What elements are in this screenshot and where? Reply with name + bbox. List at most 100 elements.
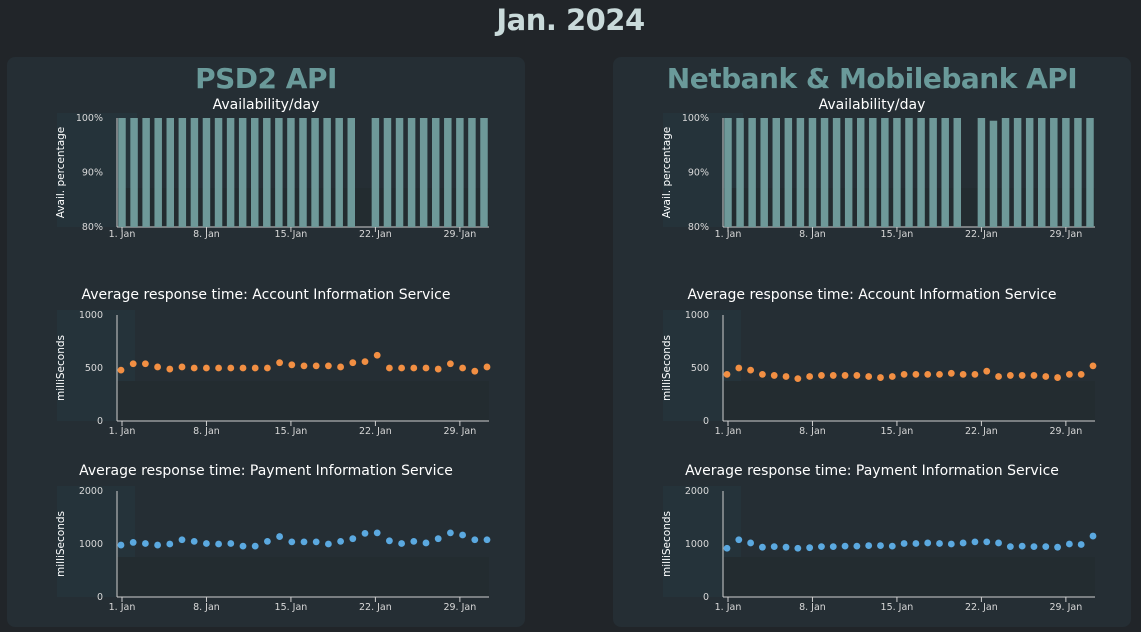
y-axis-label: milliSeconds: [55, 511, 67, 577]
data-point: [865, 373, 873, 380]
data-point: [782, 373, 790, 380]
data-point: [398, 540, 405, 547]
panel-psd2-api: PSD2 API Availability/day Avail. percenta…: [7, 57, 525, 627]
data-point: [239, 542, 247, 550]
data-point: [1089, 532, 1097, 540]
data-point: [829, 543, 837, 551]
y-axis-label: milliSeconds: [55, 335, 67, 401]
bar: [407, 118, 416, 227]
x-tick-label: 1. Jan: [109, 426, 136, 437]
data-point: [312, 538, 320, 546]
data-point: [971, 370, 979, 378]
bar: [250, 118, 259, 227]
data-point: [215, 364, 223, 372]
x-tick-label: 15. Jan: [881, 426, 914, 437]
data-point: [995, 539, 1002, 547]
bar: [869, 118, 877, 227]
x-tick-label: 29. Jan: [443, 602, 476, 613]
data-point: [853, 542, 861, 550]
data-point: [877, 542, 884, 549]
x-tick-label: 22. Jan: [359, 602, 392, 613]
bar: [832, 118, 841, 227]
bar: [371, 118, 380, 227]
data-point: [373, 351, 381, 359]
data-point: [1065, 540, 1073, 548]
data-point: [434, 535, 442, 543]
bar: [724, 118, 732, 227]
data-point: [361, 358, 369, 366]
data-point: [471, 536, 479, 544]
x-tick-label: 22. Jan: [359, 426, 392, 437]
data-point: [276, 359, 283, 367]
data-point: [747, 539, 755, 547]
data-point: [398, 364, 405, 372]
x-tick-label: 15. Jan: [275, 229, 308, 240]
data-point: [782, 543, 790, 551]
bar: [856, 118, 865, 227]
bar: [335, 118, 343, 227]
data-point: [483, 536, 491, 544]
data-point: [818, 372, 825, 379]
panel-netbank-mobilebank-api: Netbank & Mobilebank API Availability/da…: [613, 57, 1131, 627]
bar: [347, 118, 356, 227]
x-tick-label: 1. Jan: [109, 229, 136, 240]
data-point: [422, 539, 430, 547]
data-point: [924, 370, 932, 378]
bar: [796, 118, 805, 227]
data-point: [1030, 372, 1038, 379]
data-point: [251, 542, 259, 550]
data-point: [900, 370, 908, 378]
data-point: [288, 538, 296, 546]
y-tick-label: 2000: [79, 486, 103, 497]
x-tick-label: 29. Jan: [443, 426, 476, 437]
bar: [844, 118, 853, 227]
data-point: [877, 374, 884, 381]
bar: [142, 118, 150, 227]
x-tick-label: 22. Jan: [965, 602, 998, 613]
data-point: [337, 537, 344, 545]
data-point: [239, 364, 247, 372]
bar: [941, 118, 949, 227]
data-point: [349, 535, 357, 543]
data-point: [447, 529, 454, 537]
bar: [760, 118, 768, 227]
bar: [784, 118, 793, 227]
data-point: [434, 365, 442, 373]
x-tick-label: 8. Jan: [193, 426, 220, 437]
y-tick-label: 500: [691, 363, 709, 374]
data-point: [386, 364, 393, 372]
data-point: [349, 359, 357, 367]
data-point: [1089, 362, 1097, 370]
data-point: [190, 364, 198, 372]
y-tick-label: 1000: [685, 310, 709, 321]
bar: [893, 118, 901, 227]
data-point: [117, 541, 125, 549]
x-tick-label: 1. Jan: [715, 602, 742, 613]
account-info-response-chart: Average response time: Account Informati…: [661, 287, 1097, 437]
data-point: [924, 539, 932, 547]
bar: [226, 118, 235, 227]
data-point: [1054, 543, 1061, 551]
data-point: [373, 529, 381, 537]
data-point: [300, 538, 308, 546]
bar: [1086, 118, 1094, 227]
y-tick-label: 500: [85, 363, 103, 374]
bar: [480, 118, 488, 227]
x-tick-label: 29. Jan: [1049, 602, 1082, 613]
data-point: [1054, 374, 1061, 381]
chart-title: Average response time: Payment Informati…: [685, 463, 1059, 479]
data-point: [142, 540, 149, 547]
data-point: [759, 543, 766, 551]
data-point: [983, 367, 991, 375]
data-point: [1077, 370, 1085, 378]
bar: [395, 118, 404, 227]
bar: [383, 118, 392, 227]
data-point: [936, 370, 943, 378]
bar: [166, 118, 175, 227]
data-point: [215, 540, 223, 548]
data-point: [251, 364, 259, 372]
data-point: [312, 362, 320, 370]
data-point: [325, 540, 332, 548]
x-tick-label: 15. Jan: [275, 426, 308, 437]
data-point: [735, 536, 743, 544]
